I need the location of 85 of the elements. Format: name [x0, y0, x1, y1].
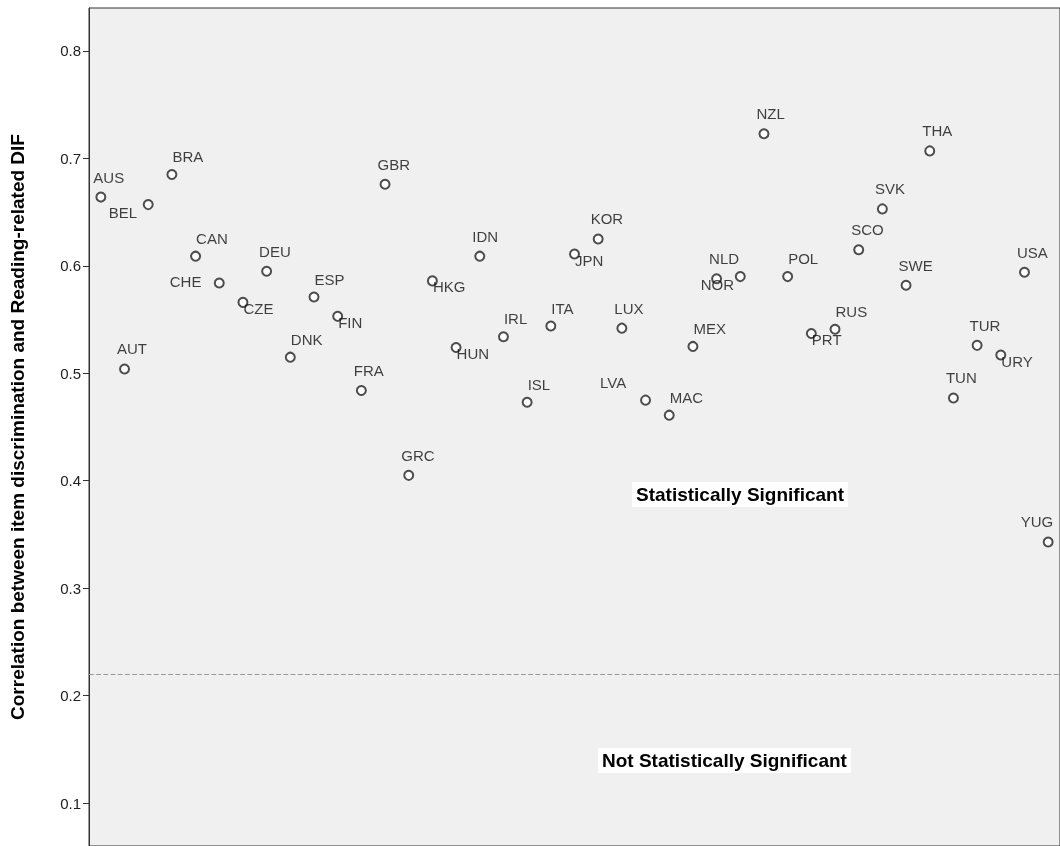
data-label: ESP [314, 270, 345, 288]
point [782, 271, 794, 283]
data-label: RUS [835, 302, 868, 320]
y-tick-label: 0.3 [60, 579, 81, 597]
point [924, 145, 936, 157]
y-tick-label: 0.5 [60, 364, 81, 382]
data-label: NLD [709, 250, 740, 268]
data-label: TUR [969, 316, 1001, 334]
point [403, 469, 415, 481]
y-tick-label: 0.2 [60, 687, 81, 705]
point [853, 244, 865, 256]
data-label: TUN [945, 369, 977, 387]
point [545, 320, 557, 332]
data-label: IRL [503, 310, 528, 328]
point [119, 363, 131, 375]
y-axis-title: Correlation between item discrimination and Reading-related DIF [7, 134, 28, 720]
data-label: ITA [551, 299, 574, 317]
point [308, 291, 320, 303]
data-label: NZL [756, 105, 785, 123]
point [497, 331, 509, 343]
data-label: URY [1001, 352, 1033, 370]
point [640, 394, 652, 406]
point [521, 396, 533, 408]
y-tick-label: 0.1 [60, 794, 81, 812]
data-label: THA [922, 122, 953, 140]
data-label: HKG [432, 278, 466, 296]
data-label: JPN [575, 251, 604, 269]
point [876, 203, 888, 215]
point [355, 384, 367, 396]
data-label: BEL [108, 204, 138, 222]
data-label: IDN [472, 227, 499, 245]
point [734, 271, 746, 283]
point [213, 277, 225, 289]
data-label: GRC [401, 446, 435, 464]
data-label: FIN [338, 313, 363, 331]
point [379, 178, 391, 190]
data-label: LUX [614, 299, 644, 317]
data-label: MAC [669, 388, 704, 406]
data-label: BRA [172, 148, 204, 166]
point [284, 351, 296, 363]
data-label: SVK [874, 180, 905, 198]
y-tick-label: 0.7 [60, 149, 81, 167]
point [758, 128, 770, 140]
data-label: SWE [898, 256, 933, 274]
data-label: HUN [456, 345, 490, 362]
data-label: AUS [93, 168, 125, 186]
data-label: USA [1016, 243, 1048, 261]
data-label: CAN [196, 229, 228, 247]
data-label: DNK [290, 330, 323, 348]
point [190, 250, 202, 262]
point [900, 279, 912, 291]
point [474, 250, 486, 262]
data-label: LVA [600, 373, 627, 391]
data-label: FRA [353, 361, 384, 379]
data-label: GBR [377, 155, 411, 173]
point [663, 409, 675, 421]
point [166, 169, 178, 181]
data-label: PRT [811, 331, 842, 349]
data-label: SCO [851, 221, 884, 239]
data-label: KOR [590, 210, 624, 228]
y-tick-label: 0.6 [60, 257, 81, 275]
point [142, 199, 154, 211]
data-label: CZE [243, 299, 274, 317]
data-label: POL [788, 250, 819, 268]
annotation: Statistically Significant [636, 484, 845, 505]
data-label: DEU [259, 242, 291, 260]
point [947, 392, 959, 404]
data-label: CHE [169, 272, 202, 290]
point [616, 322, 628, 334]
point [592, 233, 604, 245]
y-tick-label: 0.8 [60, 42, 81, 60]
point [1018, 266, 1030, 278]
data-label: AUT [117, 340, 148, 358]
point [95, 191, 107, 203]
y-tick-label: 0.4 [60, 472, 81, 490]
data-label: ISL [527, 375, 551, 393]
point [1042, 536, 1054, 548]
point [829, 323, 841, 335]
point [971, 339, 983, 351]
data-label: YUG [1020, 513, 1054, 531]
point [261, 265, 273, 277]
data-label: MEX [693, 319, 726, 337]
annotation: Not Statistically Significant [602, 750, 848, 771]
data-label: NOR [700, 276, 735, 294]
point [687, 340, 699, 352]
